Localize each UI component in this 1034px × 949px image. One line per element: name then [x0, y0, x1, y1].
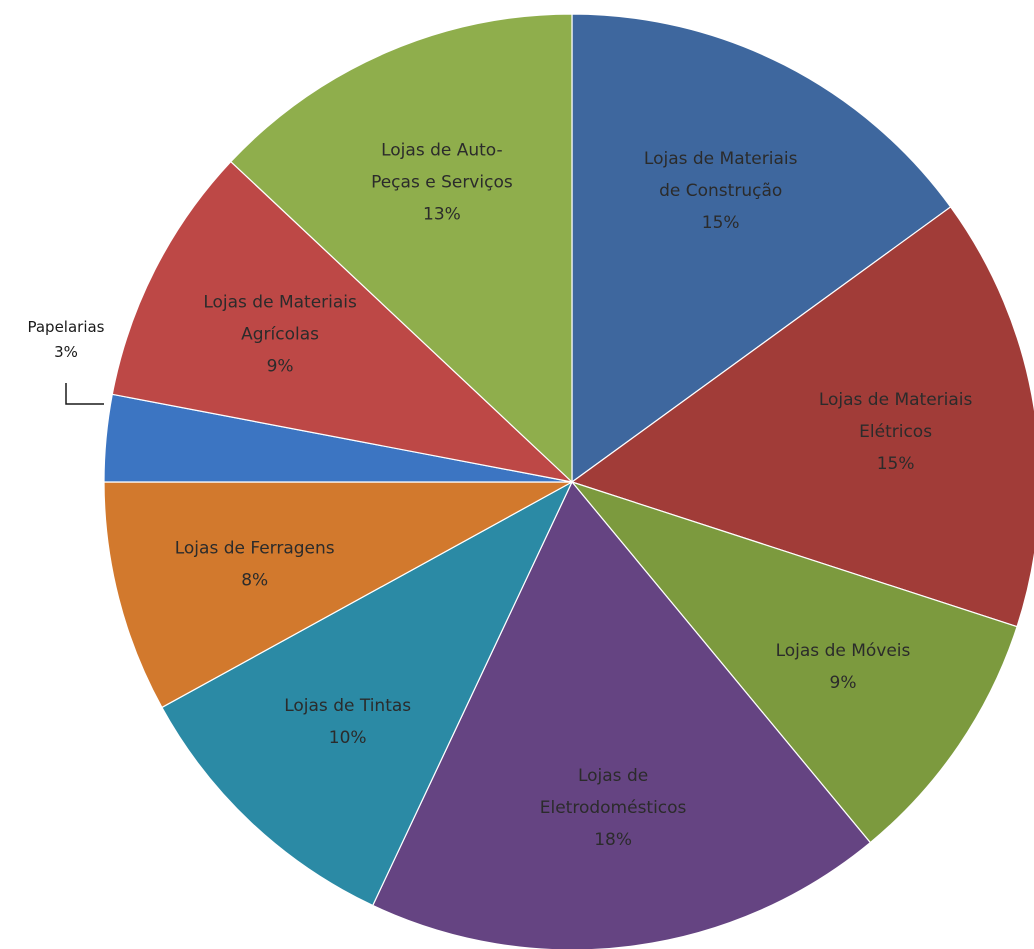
- leader-line-papelarias: [65, 383, 104, 405]
- pie-slice-lojas-de-materiais-eletricos: [570, 206, 1034, 628]
- pie-slice-lojas-de-ferragens: [103, 481, 573, 709]
- data-label-lojas-de-eletrodomesticos: Lojas de Eletrodomésticos 18%: [540, 766, 687, 850]
- data-label-lojas-de-tintas: Lojas de Tintas 10%: [284, 696, 411, 748]
- pie-slice-lojas-de-eletrodomesticos: [371, 480, 872, 949]
- data-label-lojas-de-materiais-de-construcao: Lojas de Materiais de Construção 15%: [644, 149, 798, 233]
- pie-slice-lojas-de-tintas: [161, 480, 574, 907]
- data-label-papelarias: Papelarias 3%: [27, 318, 104, 361]
- pie-slices: [103, 13, 1034, 949]
- data-label-lojas-de-materiais-agricolas: Lojas de Materiais Agrícolas 9%: [203, 292, 357, 376]
- data-label-lojas-de-auto-pecas-e-servicos: Lojas de Auto-Peças e Serviços 13%: [371, 140, 513, 224]
- pie-slice-lojas-de-materiais-de-construcao: [571, 13, 952, 484]
- pie-slice-lojas-de-moveis: [570, 480, 1018, 844]
- data-label-lojas-de-materiais-eletricos: Lojas de Materiais Elétricos 15%: [819, 390, 973, 474]
- pie-labels: Lojas de Materiais de Construção 15% Lojas …: [27, 140, 972, 850]
- data-label-lojas-de-moveis: Lojas de Móveis 9%: [776, 641, 911, 693]
- data-label-lojas-de-ferragens: Lojas de Ferragens 8%: [175, 539, 335, 591]
- pie-slice-lojas-de-auto-pecas-e-servicos: [229, 13, 573, 484]
- pie-slice-lojas-de-materiais-agricolas: [111, 160, 574, 483]
